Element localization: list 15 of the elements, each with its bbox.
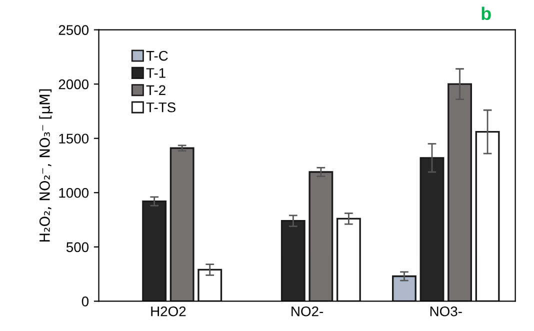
y-tick-label: 0 — [82, 296, 89, 306]
x-tick-label: H2O2 — [151, 306, 186, 316]
x-tick-label: NO3- — [430, 306, 462, 316]
y-tick-label: 2000 — [58, 79, 89, 90]
y-axis-title: H₂O₂, NO₂⁻, NO₃⁻ [µM] — [39, 89, 53, 242]
y-tick-label: 500 — [66, 242, 89, 252]
text: b — [482, 6, 491, 20]
legend-label: T-2 — [146, 85, 166, 95]
x-tick-label: NO2- — [292, 306, 324, 316]
y-tick-label: 2500 — [58, 25, 89, 35]
y-tick-label: 1500 — [59, 134, 89, 144]
y-tick-label: 1000 — [59, 188, 89, 198]
legend-label: T-TS — [146, 102, 176, 112]
legend-label: T-C — [146, 50, 168, 61]
legend-label: T-1 — [146, 68, 166, 78]
